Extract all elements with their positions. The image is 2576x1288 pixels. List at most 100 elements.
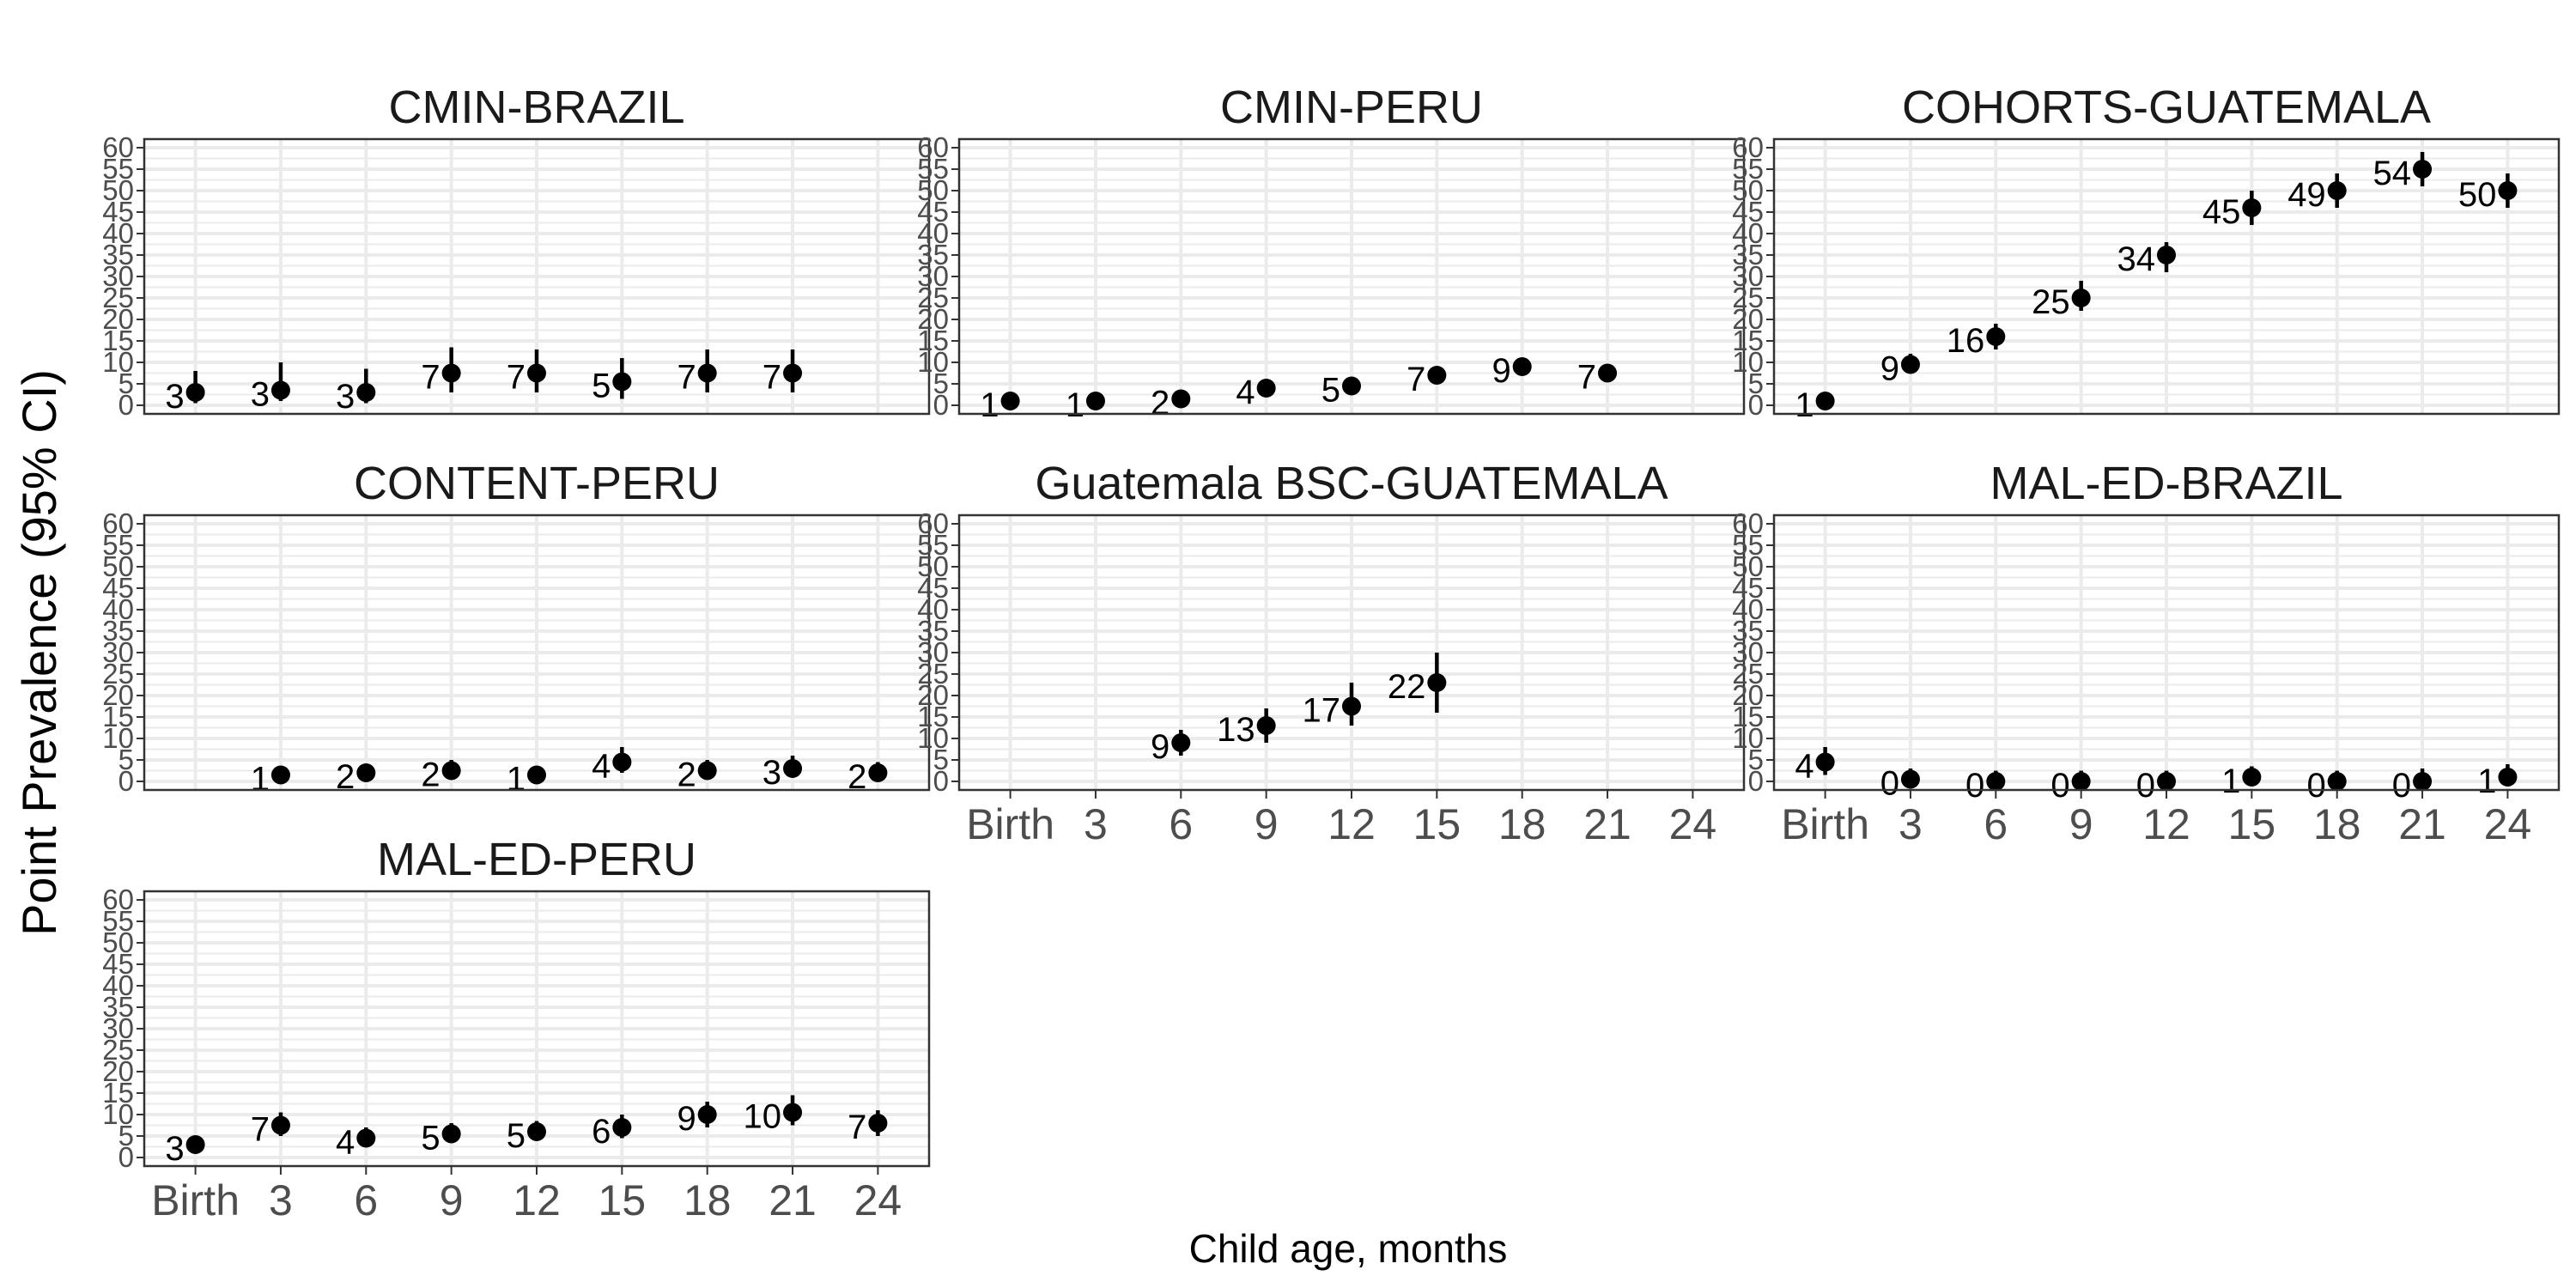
y-tick-label: 5 (118, 368, 134, 399)
y-tick-label: 45 (917, 196, 949, 228)
x-tick-label: Birth (151, 1176, 240, 1224)
y-tick-label: 55 (917, 153, 949, 185)
y-tick-label: 15 (1732, 325, 1764, 356)
data-point-12 (527, 765, 546, 785)
data-point-12 (2157, 246, 2176, 264)
panel-border (1772, 513, 2561, 792)
data-point-9 (2071, 772, 2091, 791)
data-point-18 (2327, 181, 2347, 200)
data-label-15: 5 (592, 368, 611, 405)
y-tick-label: 30 (102, 636, 134, 668)
y-tick-label: 55 (102, 905, 134, 937)
data-label-18: 7 (677, 359, 696, 397)
panel-title: MAL-ED-PERU (377, 834, 696, 885)
panel-border (1772, 137, 2561, 416)
y-tick-label: 40 (102, 593, 134, 625)
y-tick-label: 55 (917, 529, 949, 561)
data-point-3 (270, 380, 290, 400)
data-label-6: 16 (1947, 322, 1985, 360)
data-label-21: 54 (2373, 155, 2412, 192)
y-tick-label: 10 (1732, 722, 1764, 754)
y-tick-label: 35 (917, 239, 949, 270)
data-point-6 (356, 383, 376, 402)
data-label-birth: 1 (1795, 386, 1814, 424)
y-tick-label: 40 (917, 217, 949, 249)
data-point-18 (2327, 772, 2347, 791)
y-tick-label: 0 (933, 389, 949, 421)
y-tick-label: 35 (102, 991, 134, 1023)
y-tick-label: 45 (102, 572, 134, 604)
x-tick-label: 18 (683, 1176, 732, 1224)
data-point-21 (2413, 160, 2433, 179)
data-label-12: 0 (2136, 767, 2155, 805)
x-tick-label: 15 (1413, 800, 1461, 848)
data-label-birth: 4 (1795, 748, 1814, 786)
y-tick-label: 50 (917, 550, 949, 582)
y-tick-label: 10 (102, 722, 134, 754)
data-point-3 (270, 1115, 290, 1135)
x-tick-label: 18 (1498, 800, 1546, 848)
panel-title: MAL-ED-BRAZIL (1990, 458, 2342, 509)
data-label-9: 4 (1236, 374, 1255, 411)
data-point-15 (612, 372, 632, 392)
data-label-6: 0 (1965, 767, 1984, 805)
y-tick-label: 10 (102, 346, 134, 378)
data-label-9: 13 (1217, 711, 1255, 749)
data-point-6 (1171, 389, 1191, 409)
data-label-21: 3 (762, 754, 781, 792)
y-tick-label: 15 (917, 325, 949, 356)
data-point-birth (1815, 752, 1835, 772)
y-tick-label: 50 (1732, 174, 1764, 206)
data-point-12 (1342, 696, 1361, 716)
data-point-21 (783, 1103, 803, 1122)
x-tick-label: 12 (1327, 800, 1376, 848)
data-point-15 (2242, 198, 2262, 217)
data-label-18: 49 (2287, 176, 2326, 214)
panel-title: CMIN-BRAZIL (388, 82, 684, 133)
panel-title: COHORTS-GUATEMALA (1902, 82, 2431, 133)
y-tick-label: 25 (917, 658, 949, 690)
panel-border (143, 513, 931, 792)
data-point-18 (697, 761, 717, 781)
x-tick-label: 18 (2313, 800, 2361, 848)
data-point-3 (1900, 769, 1920, 789)
data-point-15 (612, 752, 632, 772)
y-tick-label: 40 (102, 969, 134, 1001)
data-label-21: 7 (1577, 359, 1596, 397)
data-point-birth (185, 1135, 205, 1154)
data-label-18: 9 (677, 1100, 696, 1138)
y-tick-label: 15 (1732, 701, 1764, 732)
x-tick-label: 3 (269, 1176, 293, 1224)
y-tick-label: 50 (1732, 550, 1764, 582)
y-tick-label: 60 (102, 884, 134, 915)
x-tick-label: 15 (598, 1176, 647, 1224)
data-point-24 (2498, 181, 2518, 200)
y-tick-label: 0 (933, 765, 949, 797)
y-tick-label: 5 (933, 744, 949, 775)
y-tick-label: 45 (1732, 196, 1764, 228)
data-label-24: 50 (2458, 176, 2497, 214)
data-label-9: 7 (421, 359, 440, 397)
data-point-18 (697, 363, 717, 383)
y-tick-label: 25 (917, 282, 949, 313)
data-point-6 (356, 1128, 376, 1148)
y-tick-label: 20 (917, 679, 949, 711)
data-point-15 (612, 1118, 632, 1137)
x-tick-label: 3 (1899, 800, 1923, 848)
y-tick-label: 50 (102, 550, 134, 582)
data-label-3: 3 (251, 376, 270, 414)
y-tick-label: 30 (917, 260, 949, 292)
y-tick-label: 0 (118, 765, 134, 797)
data-label-12: 5 (507, 1117, 526, 1155)
y-tick-label: 60 (917, 507, 949, 539)
data-label-12: 1 (507, 761, 526, 799)
data-point-24 (868, 1114, 888, 1133)
data-label-21: 10 (744, 1098, 782, 1136)
x-tick-label: 15 (2228, 800, 2276, 848)
data-point-3 (270, 765, 290, 785)
y-tick-label: 45 (1732, 572, 1764, 604)
data-label-3: 9 (1880, 350, 1899, 388)
data-point-9 (441, 761, 461, 781)
